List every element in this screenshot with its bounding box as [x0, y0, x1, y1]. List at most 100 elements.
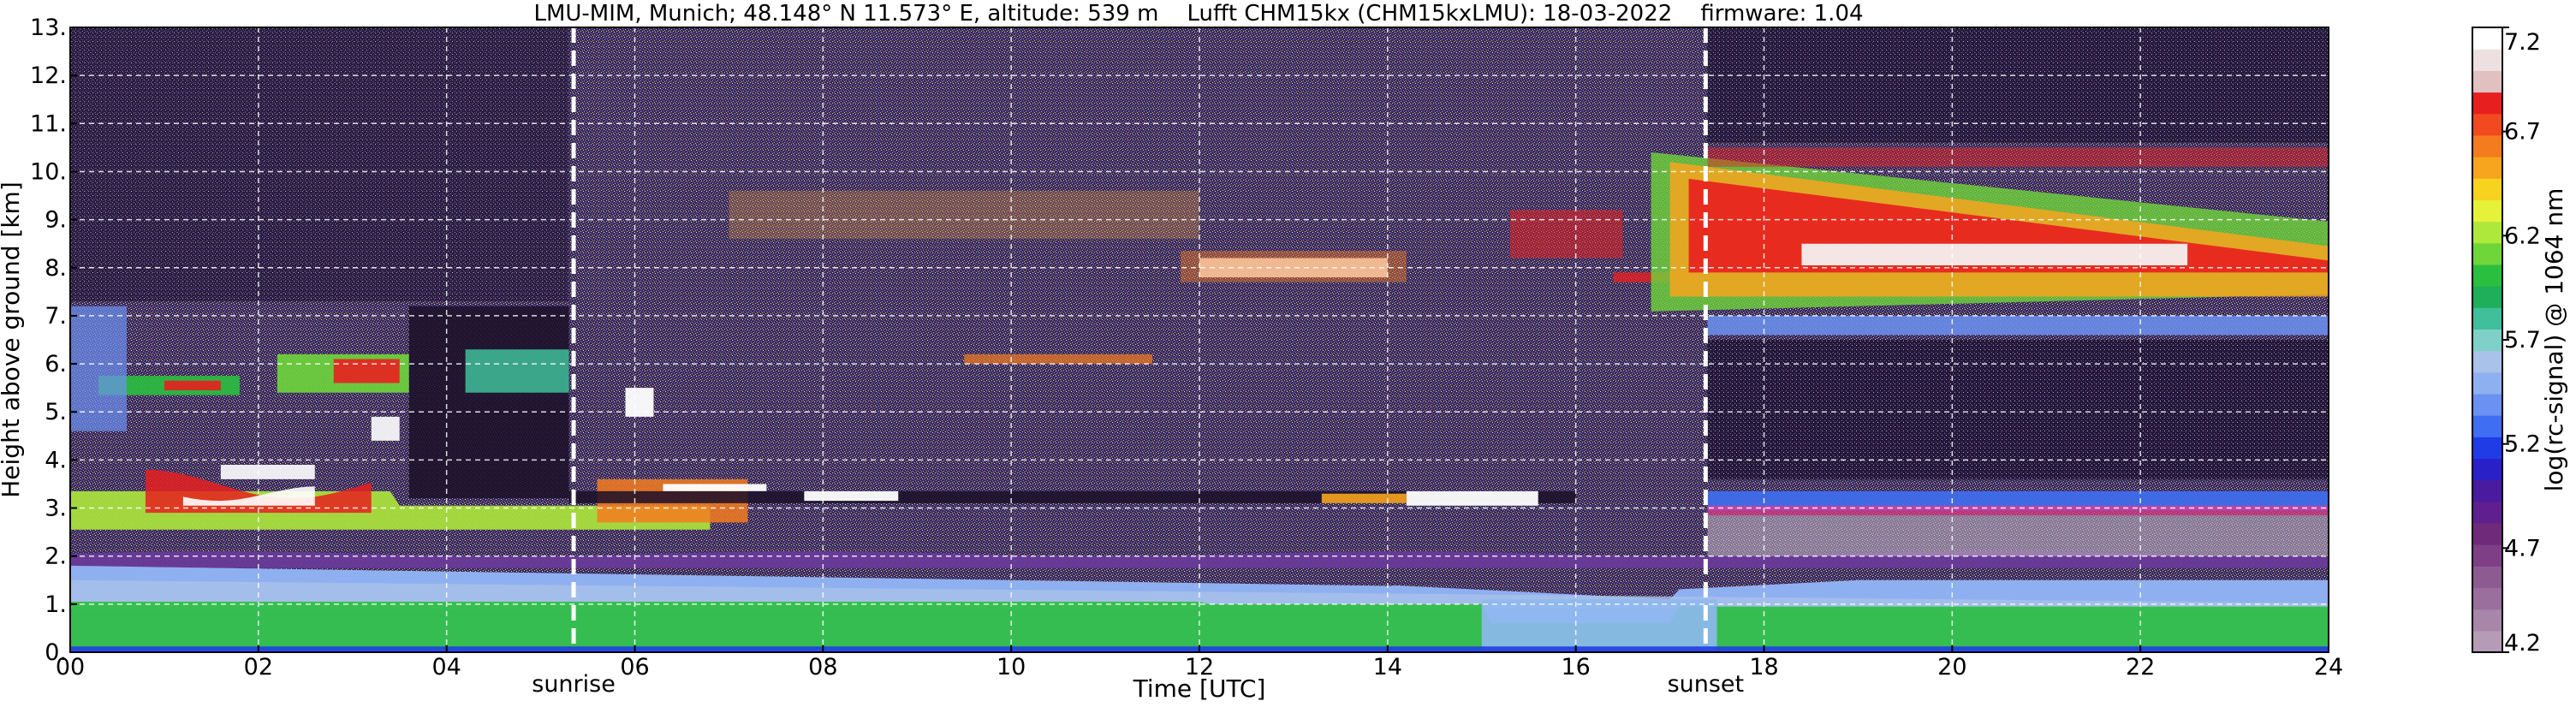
colorbar-segment: [2472, 92, 2502, 115]
colorbar-segment: [2472, 479, 2502, 502]
y-tick-label: 4.: [45, 447, 67, 473]
colorbar-segment: [2472, 587, 2502, 610]
y-tick-label: 1.: [45, 591, 67, 618]
low-cloud-white: [220, 465, 315, 479]
x-tick-label: 22: [2126, 654, 2155, 680]
night-noise-region: [1707, 340, 2329, 479]
elevated-aerosol-grey: [1707, 514, 2329, 556]
x-tick-label: 20: [1937, 654, 1966, 680]
colorbar-segment: [2472, 415, 2502, 437]
colorbar-segment: [2472, 221, 2502, 244]
y-tick-label: 8.: [45, 255, 67, 282]
thin-cloud-orange: [1321, 493, 1407, 503]
colorbar-segment: [2472, 242, 2502, 265]
cirrus-orange: [729, 190, 1199, 240]
colorbar-segment: [2472, 199, 2502, 223]
colorbar-tick-label: 5.7: [2504, 327, 2541, 354]
colorbar-segment: [2472, 49, 2502, 71]
colorbar-segment: [2472, 264, 2502, 287]
sun-markers: sunrise sunset: [532, 27, 1744, 698]
x-tick-label: 12: [1185, 654, 1214, 680]
y-tick-label: 9.: [45, 207, 67, 234]
y-tick-label: 3.: [45, 496, 67, 522]
low-cloud-white: [663, 484, 767, 491]
low-cloud-white: [182, 486, 315, 506]
colorbar-segment: [2472, 329, 2502, 352]
colorbar-segment: [2472, 544, 2502, 567]
x-tick-label: 02: [244, 654, 273, 680]
mid-cloud-red: [333, 359, 400, 383]
y-tick-label: 7.: [45, 303, 67, 330]
cirrus-orange: [1181, 251, 1407, 282]
low-cloud-white: [625, 388, 654, 417]
colorbar-segment: [2472, 458, 2502, 481]
colorbar-segment: [2472, 286, 2502, 308]
colorbar: [2472, 27, 2502, 653]
cirrus-layer-blue: [1707, 315, 2329, 336]
colorbar-segment: [2472, 630, 2502, 653]
colorbar-segment: [2472, 178, 2502, 200]
cirrus-red: [1509, 210, 1623, 258]
y-tick-label: 0.: [45, 639, 67, 666]
x-tick-label: 10: [996, 654, 1026, 680]
chart-title: LMU-MIM, Munich; 48.148° N 11.573° E, al…: [533, 1, 1863, 27]
cirrus-layer-white: [1801, 243, 2188, 265]
cirrus-white: [1199, 258, 1388, 277]
thin-cloud-white: [1406, 490, 1538, 506]
colorbar-tick-label: 7.2: [2504, 29, 2541, 56]
colorbar-segment: [2472, 70, 2502, 93]
colorbar-tick-label: 6.7: [2504, 119, 2541, 146]
colorbar-segment: [2472, 393, 2502, 416]
x-tick-label: 00: [56, 654, 85, 680]
x-tick-label: 08: [808, 654, 837, 680]
colorbar-tick-label: 5.2: [2504, 431, 2541, 458]
x-tick-label: 24: [2314, 654, 2343, 680]
colorbar-segment: [2472, 609, 2502, 632]
colorbar-segment: [2472, 27, 2502, 50]
y-tick-label: 11.: [30, 110, 67, 137]
colorbar-segment: [2472, 113, 2502, 136]
y-tick-label: 5.: [45, 399, 67, 425]
y-tick-label: 10.: [30, 158, 67, 185]
marker-label-sunset: sunset: [1668, 671, 1745, 698]
mid-cloud-red: [164, 380, 221, 390]
colorbar-segment: [2472, 522, 2502, 545]
y-tick-label: 2.: [45, 544, 67, 570]
mid-cloud-cyan: [465, 349, 569, 393]
night-noise-region: [1707, 27, 2329, 143]
elevated-aerosol-red: [1707, 505, 2329, 515]
colorbar-segment: [2472, 350, 2502, 373]
colorbar-ticks: 4.2 4.7 5.2 5.7 6.2 6.7 7.2: [2502, 27, 2541, 656]
colorbar-segment: [2472, 134, 2502, 157]
night-noise-region: [70, 27, 569, 302]
colorbar-label: log(rc-signal) @ 1064 nm: [2540, 188, 2568, 492]
colorbar-tick-label: 4.7: [2504, 535, 2541, 561]
x-axis-ticks: 00 02 04 06 08 10 12 14 16 18 20 22 24: [56, 645, 2343, 680]
y-tick-label: 13.: [30, 15, 67, 41]
x-tick-label: 16: [1561, 654, 1590, 680]
colorbar-segment: [2472, 437, 2502, 460]
mid-cloud-white: [371, 416, 400, 441]
boundary-layer-cyan: [1481, 599, 1717, 651]
colorbar-segment: [2472, 501, 2502, 524]
x-tick-label: 04: [431, 654, 461, 680]
cirrus-layer-magenta: [1707, 147, 2329, 167]
marker-label-sunrise: sunrise: [532, 671, 616, 698]
y-tick-label: 6.: [45, 351, 67, 377]
colorbar-segment: [2472, 157, 2502, 179]
y-axis-label: Height above ground [km]: [0, 181, 25, 498]
x-tick-label: 18: [1749, 654, 1778, 680]
x-tick-label: 14: [1373, 654, 1402, 680]
colorbar-tick-label: 6.2: [2504, 223, 2541, 249]
cirrus-orange: [964, 354, 1153, 365]
colorbar-segment: [2472, 566, 2502, 589]
x-axis-label: Time [UTC]: [1133, 674, 1266, 703]
colorbar-segment: [2472, 371, 2502, 395]
mid-cloud-blue: [70, 306, 127, 431]
y-tick-label: 12.: [30, 62, 67, 89]
x-tick-label: 06: [620, 654, 649, 680]
night-noise-region: [408, 306, 569, 499]
thin-cloud-white: [804, 490, 899, 502]
colorbar-tick-label: 4.2: [2504, 630, 2541, 656]
